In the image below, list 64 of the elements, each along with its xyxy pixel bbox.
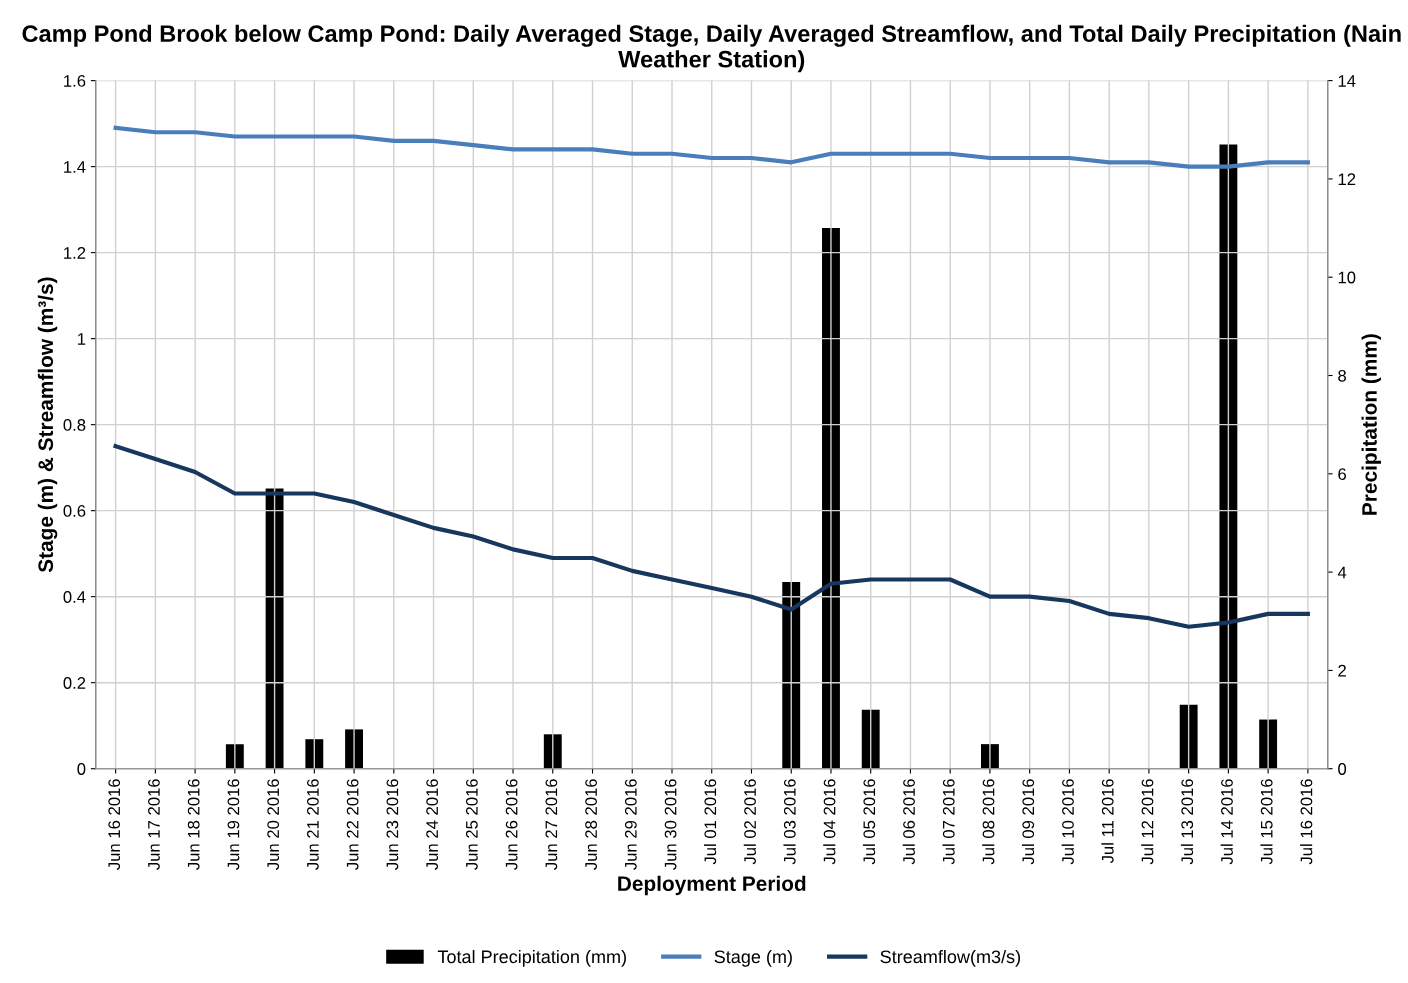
line-series (113, 444, 1310, 629)
x-tick-label: Jun 28 2016 (585, 779, 597, 870)
y-tick-label: 0.6 (63, 505, 86, 517)
x-tick-label: Jun 24 2016 (426, 779, 439, 870)
x-tick-label: Jun 26 2016 (505, 779, 518, 870)
y2-axis-title: Precipitation (mm) (1361, 334, 1381, 515)
y2-tick-label: 10 (1338, 271, 1356, 284)
x-tick-label: Jul 03 2016 (783, 779, 796, 865)
y-tick-label: 0 (77, 763, 86, 775)
x-tick-label: Jul 06 2016 (902, 779, 915, 865)
bar (265, 488, 284, 769)
bar (1219, 144, 1238, 769)
x-tick-label: Jun 25 2016 (465, 779, 478, 870)
y-tick-label: 1.6 (64, 75, 86, 87)
y2-tick-label: 6 (1338, 468, 1346, 481)
y2-tick-label: 14 (1338, 75, 1356, 87)
x-tick-label: Jun 20 2016 (267, 779, 280, 870)
legend-label: Stage (m) (714, 949, 792, 967)
y-tick-label: 1.4 (64, 161, 86, 173)
bar (543, 734, 562, 769)
x-tick-label: Jul 14 2016 (1220, 779, 1233, 865)
line-series (113, 125, 1310, 169)
x-tick-label: Jun 18 2016 (187, 779, 200, 870)
x-tick-label: Jul 11 2016 (1101, 779, 1114, 864)
bar (305, 739, 324, 769)
x-tick-label: Jul 12 2016 (1141, 779, 1154, 865)
y-axis-title: Stage (m) & Streamflow (m³/s) (37, 277, 58, 573)
legend-label: Streamflow(m3/s) (880, 949, 1020, 967)
bar (1179, 704, 1198, 769)
x-tick-label: Jun 16 2016 (108, 779, 121, 870)
x-tick-label: Jun 17 2016 (148, 779, 160, 870)
y2-tick-label: 8 (1338, 369, 1347, 382)
x-tick-label: Jun 27 2016 (545, 779, 558, 870)
y-tick-label: 0.4 (63, 591, 86, 603)
x-tick-label: Jul 15 2016 (1260, 779, 1273, 865)
x-tick-label: Jun 29 2016 (624, 779, 637, 870)
x-tick-label: Jul 08 2016 (982, 779, 995, 865)
y-tick-label: 0.8 (63, 419, 86, 431)
x-tick-label: Jun 21 2016 (307, 779, 319, 870)
y2-tick-label: 0 (1338, 763, 1347, 775)
y2-tick-label: 12 (1338, 173, 1356, 185)
y-tick-label: 1 (78, 333, 86, 345)
x-tick-label: Jul 16 2016 (1300, 779, 1313, 865)
y-tick-label: 0.2 (63, 677, 86, 689)
x-tick-label: Jul 01 2016 (703, 779, 717, 865)
x-tick-label: Jun 30 2016 (664, 779, 677, 870)
x-tick-label: Jul 09 2016 (1021, 779, 1035, 865)
y2-tick-label: 4 (1337, 566, 1347, 579)
x-tick-label: Jun 22 2016 (346, 779, 359, 870)
x-tick-label: Jul 10 2016 (1061, 779, 1074, 865)
y2-tick-label: 2 (1338, 664, 1346, 677)
bar (861, 709, 880, 769)
chart-title: Camp Pond Brook below Camp Pond: Daily Averaged Stage, Daily Averaged Streamflow, and Total Daily Precipitation (Nain Weather Station) (22, 24, 1401, 73)
y-tick-label: 1.2 (64, 247, 86, 259)
x-tick-label: Jul 04 2016 (823, 779, 836, 865)
x-tick-label: Jul 05 2016 (862, 779, 876, 865)
x-tick-label: Jun 23 2016 (386, 779, 399, 870)
legend-label: Total Precipitation (mm) (437, 949, 626, 967)
bar (782, 581, 801, 769)
x-tick-label: Jul 02 2016 (743, 779, 756, 865)
x-tick-label: Jul 13 2016 (1180, 779, 1194, 865)
x-tick-label: Jun 19 2016 (227, 779, 240, 870)
x-axis-title: Deployment Period (618, 875, 806, 896)
x-tick-label: Jul 07 2016 (942, 779, 955, 865)
